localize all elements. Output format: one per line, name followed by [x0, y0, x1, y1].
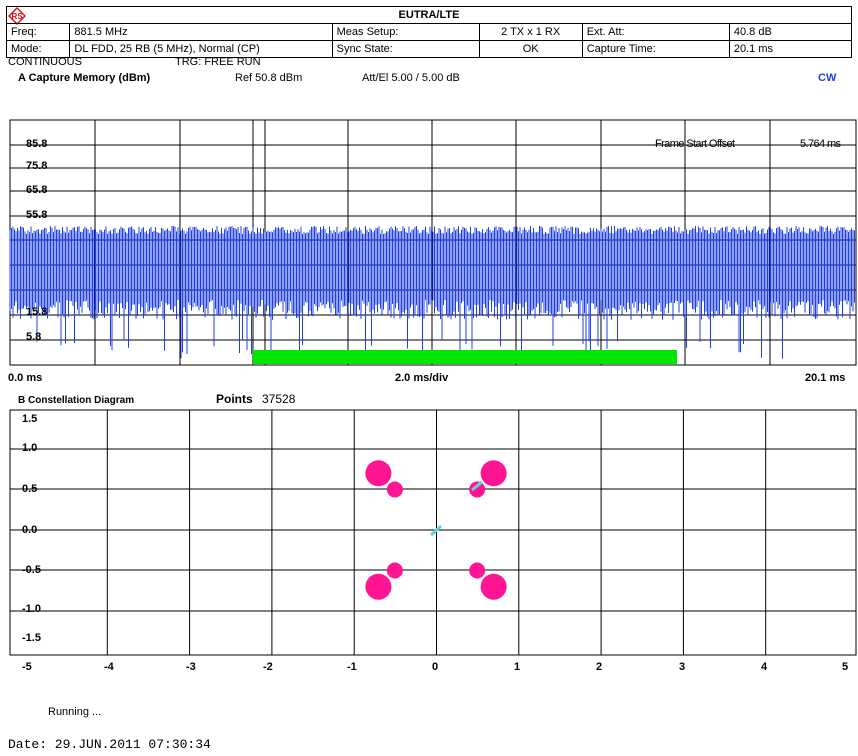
- capture-y-tick: 55.8: [26, 209, 48, 221]
- constellation-cluster: [365, 460, 392, 487]
- mode-label: Mode:: [5, 40, 71, 58]
- const-x-tick: 2: [596, 661, 603, 673]
- mode-value: DL FDD, 25 RB (5 MHz), Normal (CP): [69, 40, 333, 58]
- capture-y-tick: 65.8: [26, 184, 48, 196]
- const-x-tick: -5: [22, 661, 32, 673]
- const-y-tick: -1.5: [22, 632, 41, 644]
- frame-start-offset-label: Frame Start Offset: [655, 138, 735, 150]
- capture-y-tick: 15.8: [26, 306, 48, 318]
- pilot-symbol-cluster: [471, 480, 483, 492]
- const-x-tick: -3: [186, 661, 196, 673]
- const-y-tick: -0.5: [22, 564, 41, 576]
- trigger-status: TRG: FREE RUN: [175, 56, 261, 68]
- const-y-tick: 1.0: [22, 442, 38, 454]
- const-x-tick: 4: [761, 661, 768, 673]
- freq-label: Freq:: [5, 23, 71, 41]
- const-x-tick: 0: [432, 661, 439, 673]
- const-x-tick: 1: [514, 661, 521, 673]
- const-y-tick: 0.0: [22, 524, 38, 536]
- const-y-tick: 0.5: [22, 483, 38, 495]
- measurement-header-table: EUTRA/LTE Freq: 881.5 MHz Meas Setup: 2 …: [5, 6, 853, 58]
- const-x-tick: 5: [842, 661, 849, 673]
- pilot-symbol-cluster: [429, 524, 443, 537]
- const-y-tick: -1.0: [22, 603, 41, 615]
- capture-x-div: 2.0 ms/div: [395, 372, 449, 384]
- constellation-cluster: [365, 573, 392, 600]
- const-x-tick: 3: [679, 661, 686, 673]
- const-x-tick: -1: [347, 661, 357, 673]
- sync-state-value: OK: [478, 40, 583, 58]
- constellation-cluster: [480, 573, 507, 600]
- ref-level: Ref 50.8 dBm: [235, 72, 303, 84]
- sweep-mode: CONTINUOUS: [8, 56, 82, 68]
- sync-state-label: Sync State:: [331, 40, 480, 58]
- frame-marker-bar: [253, 350, 677, 364]
- constellation-points: [365, 460, 507, 600]
- capture-x-end: 20.1 ms: [805, 372, 846, 384]
- cw-indicator: CW: [818, 72, 837, 84]
- frame-start-offset-value: 5.764 ms: [800, 138, 841, 150]
- constellation-cluster: [386, 481, 403, 498]
- points-value: 37528: [262, 392, 296, 406]
- constellation-panel-title: B Constellation Diagram: [18, 395, 135, 406]
- capture-panel-title: A Capture Memory (dBm): [18, 72, 151, 84]
- capture-time-value: 20.1 ms: [728, 40, 853, 58]
- constellation-cluster: [469, 481, 486, 498]
- attenuation: Att/El 5.00 / 5.00 dB: [362, 72, 460, 84]
- capture-time-label: Capture Time:: [581, 40, 730, 58]
- const-y-tick: 1.5: [22, 413, 38, 425]
- const-x-tick: -2: [263, 661, 273, 673]
- constellation-cluster: [386, 562, 403, 579]
- points-label: Points: [216, 392, 253, 406]
- running-status: Running ...: [48, 706, 102, 718]
- capture-y-tick: 5.8: [26, 331, 42, 343]
- date-stamp: Date: 29.JUN.2011 07:30:34: [8, 737, 211, 752]
- capture-trace-path: [9, 226, 855, 360]
- capture-x-start: 0.0 ms: [8, 372, 43, 384]
- const-x-tick: -4: [104, 661, 114, 673]
- capture-trace: [9, 226, 855, 364]
- capture-y-tick: 85.8: [26, 138, 48, 150]
- constellation-cluster: [480, 460, 507, 487]
- constellation-cluster: [469, 562, 486, 579]
- capture-y-tick: 75.8: [26, 160, 48, 172]
